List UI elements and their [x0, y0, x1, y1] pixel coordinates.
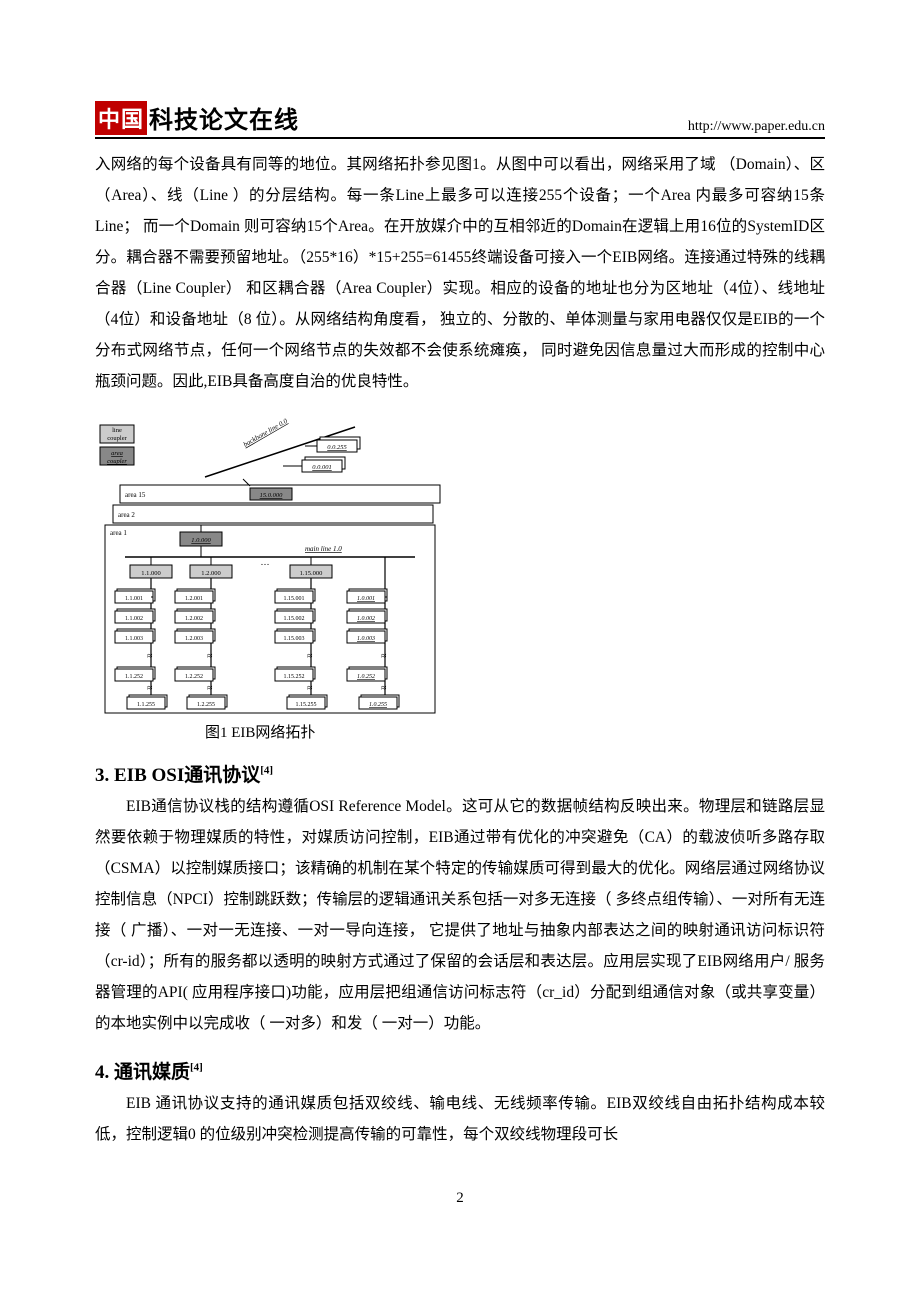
svg-text:≈: ≈ — [207, 651, 213, 662]
section-3-cite: [4] — [260, 765, 273, 777]
svg-text:1.1.001: 1.1.001 — [125, 596, 143, 602]
paragraph-4: EIB 通讯协议支持的通讯媒质包括双绞线、输电线、无线频率传输。EIB双绞线自由… — [95, 1088, 825, 1150]
svg-text:1.2.252: 1.2.252 — [185, 674, 203, 680]
figure-1: line coupler area coupler backbone line … — [95, 417, 825, 742]
svg-text:1.0.002: 1.0.002 — [357, 616, 375, 622]
svg-text:≈: ≈ — [147, 683, 153, 694]
svg-text:1.1.003: 1.1.003 — [125, 636, 143, 642]
section-3-heading: 3. EIB OSI通讯协议[4] — [95, 760, 825, 787]
svg-text:≈: ≈ — [307, 683, 313, 694]
svg-text:1.15.003: 1.15.003 — [284, 636, 305, 642]
site-logo: 中国 科技论文在线 — [95, 100, 299, 135]
page-number: 2 — [95, 1190, 825, 1207]
section-4-heading: 4. 通讯媒质[4] — [95, 1057, 825, 1084]
svg-text:area 1: area 1 — [110, 529, 127, 537]
svg-text:1.0.252: 1.0.252 — [357, 674, 375, 680]
svg-text:0.0.001: 0.0.001 — [312, 464, 332, 471]
svg-text:coupler: coupler — [107, 435, 127, 442]
figure-1-caption: 图1 EIB网络拓扑 — [205, 721, 825, 742]
section-3-title-zh: 通讯协议 — [184, 765, 260, 786]
svg-text:…: … — [261, 557, 270, 567]
site-url: http://www.paper.edu.cn — [688, 119, 825, 135]
svg-text:1.15.000: 1.15.000 — [300, 570, 323, 577]
svg-text:≈: ≈ — [381, 651, 387, 662]
svg-text:area 2: area 2 — [118, 511, 135, 519]
svg-text:1.15.252: 1.15.252 — [284, 674, 305, 680]
logo-red-text: 中国 — [95, 101, 147, 135]
svg-text:≈: ≈ — [381, 683, 387, 694]
section-4-cite: [4] — [190, 1062, 203, 1074]
svg-text:0.0.255: 0.0.255 — [327, 444, 347, 451]
svg-text:1.0.000: 1.0.000 — [191, 537, 211, 544]
page-header: 中国 科技论文在线 http://www.paper.edu.cn — [95, 100, 825, 139]
svg-text:1.15.255: 1.15.255 — [296, 702, 317, 708]
svg-text:1.0.003: 1.0.003 — [357, 636, 375, 642]
svg-text:1.0.255: 1.0.255 — [369, 702, 387, 708]
svg-text:1.2.002: 1.2.002 — [185, 616, 203, 622]
svg-text:15.0.000: 15.0.000 — [260, 492, 284, 499]
svg-text:1.1.000: 1.1.000 — [141, 570, 161, 577]
paragraph-3: EIB通信协议栈的结构遵循OSI Reference Model。这可从它的数据… — [95, 791, 825, 1039]
svg-text:1.2.255: 1.2.255 — [197, 702, 215, 708]
svg-text:1.15.002: 1.15.002 — [284, 616, 305, 622]
section-4-title-zh: 通讯媒质 — [109, 1062, 190, 1083]
section-4-num: 4. — [95, 1062, 109, 1083]
section-3-num: 3. — [95, 765, 109, 786]
svg-text:1.15.001: 1.15.001 — [284, 596, 305, 602]
section-3-title-latin: EIB OSI — [109, 765, 184, 786]
svg-text:area 15: area 15 — [125, 491, 146, 499]
svg-text:1.1.252: 1.1.252 — [125, 674, 143, 680]
eib-topology-diagram: line coupler area coupler backbone line … — [95, 417, 475, 717]
paragraph-1: 入网络的每个设备具有同等的地位。其网络拓扑参见图1。从图中可以看出，网络采用了域… — [95, 149, 825, 397]
svg-text:coupler: coupler — [107, 458, 127, 465]
svg-text:≈: ≈ — [147, 651, 153, 662]
svg-text:1.1.002: 1.1.002 — [125, 616, 143, 622]
svg-text:1.1.255: 1.1.255 — [137, 702, 155, 708]
svg-text:1.0.001: 1.0.001 — [357, 596, 375, 602]
logo-black-text: 科技论文在线 — [149, 100, 299, 135]
svg-text:1.2.001: 1.2.001 — [185, 596, 203, 602]
svg-text:≈: ≈ — [207, 683, 213, 694]
svg-text:≈: ≈ — [307, 651, 313, 662]
backbone-label: backbone line 0.0 — [242, 417, 289, 449]
svg-text:1.2.003: 1.2.003 — [185, 636, 203, 642]
svg-text:area: area — [111, 450, 123, 457]
svg-text:1.2.000: 1.2.000 — [201, 570, 221, 577]
svg-text:main line 1.0: main line 1.0 — [305, 545, 342, 553]
svg-text:line: line — [112, 427, 122, 434]
